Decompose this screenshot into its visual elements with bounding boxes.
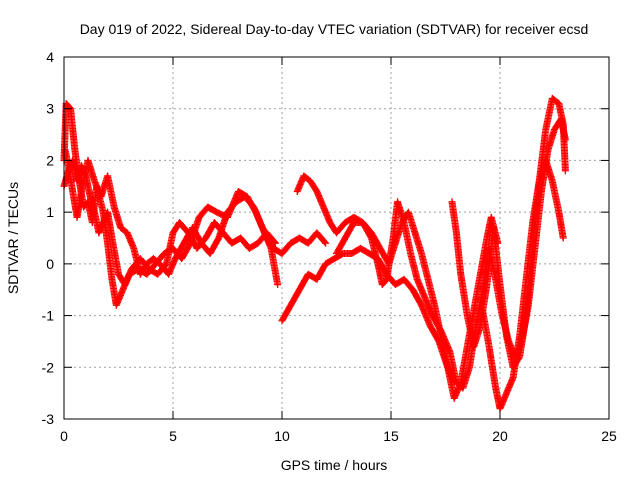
series-sat-track-3 [61,146,282,289]
series-sat-track-8 [479,156,567,413]
x-tick-label: 5 [169,428,177,444]
y-tick-label: -1 [42,308,55,324]
plot-frame [63,56,610,420]
x-axis-label: GPS time / hours [281,457,388,473]
data-point-marker [321,238,329,246]
y-tick-label: 3 [46,101,54,117]
y-tick-label: 0 [46,256,54,272]
x-tick-label: 10 [274,428,290,444]
x-tick-label: 20 [492,428,508,444]
data-point-marker [271,239,279,247]
y-axis-label: SDTVAR / TECUs [5,182,21,294]
data-point-marker [322,239,330,247]
chart-title: Day 019 of 2022, Sidereal Day-to-day VTE… [80,21,589,37]
series-sat-track-5 [293,172,502,402]
x-tick-label: 25 [601,428,617,444]
axis-ticks [63,56,610,420]
data-point-marker [274,281,282,289]
data-point-marker [270,238,278,246]
x-tick-label: 15 [383,428,399,444]
y-tick-labels: -3 -2 -1 0 1 2 3 4 [42,49,55,427]
y-tick-label: 1 [46,204,54,220]
y-tick-label: -2 [42,359,55,375]
y-tick-label: 4 [46,49,54,65]
y-tick-label: -3 [42,411,55,427]
y-tick-label: 2 [46,152,54,168]
x-tick-label: 0 [60,428,68,444]
data-point-marker [559,234,567,242]
data-points [60,94,569,413]
x-tick-labels: 0 5 10 15 20 25 [60,428,617,444]
data-point-marker [561,167,569,175]
